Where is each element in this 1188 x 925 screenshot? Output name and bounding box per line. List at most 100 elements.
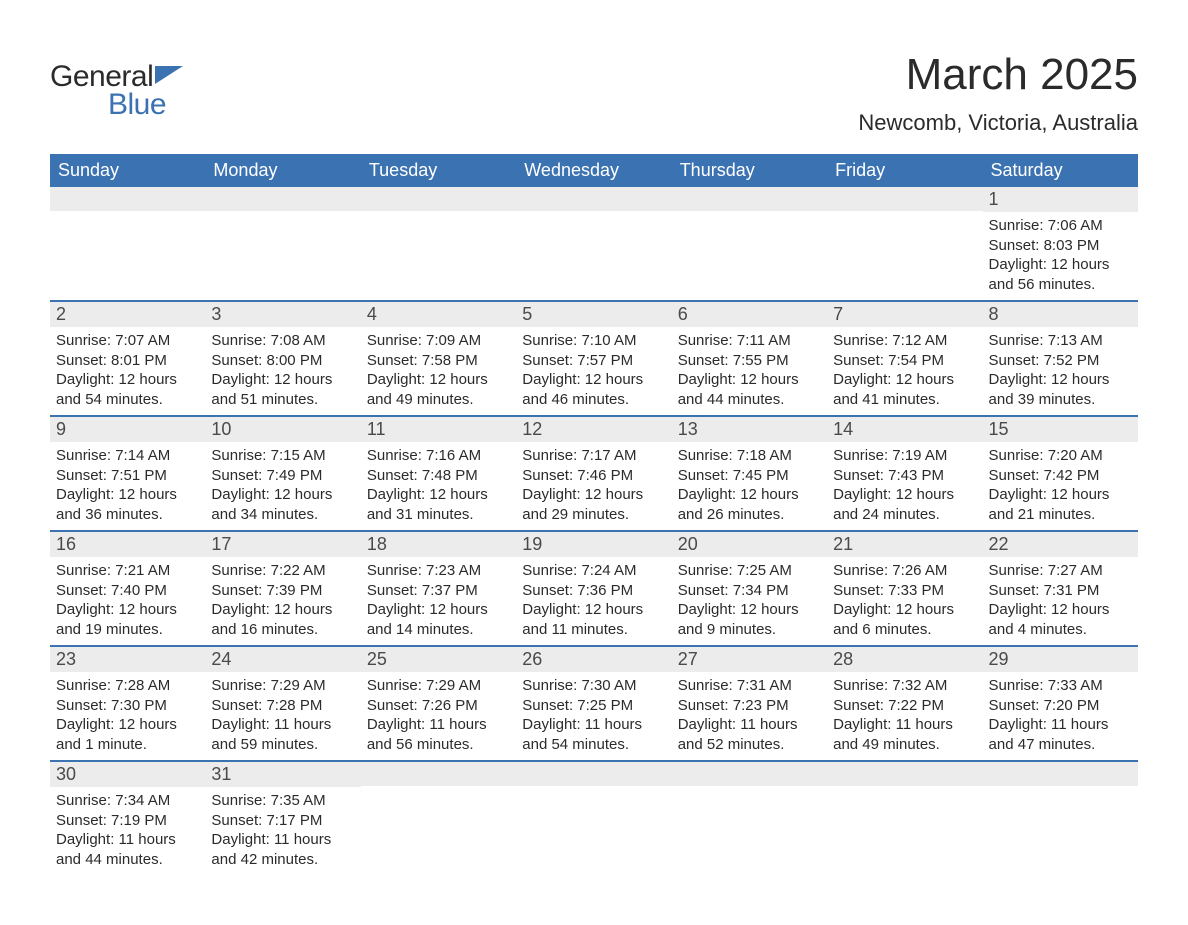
calendar-week-row: 30Sunrise: 7:34 AMSunset: 7:19 PMDayligh…: [50, 761, 1138, 875]
sunrise-line: Sunrise: 7:30 AM: [522, 676, 665, 696]
day-body: Sunrise: 7:22 AMSunset: 7:39 PMDaylight:…: [205, 557, 360, 645]
sunset-line: Sunset: 7:25 PM: [522, 696, 665, 716]
sunset-line: Sunset: 7:22 PM: [833, 696, 976, 716]
calendar-cell: 9Sunrise: 7:14 AMSunset: 7:51 PMDaylight…: [50, 416, 205, 531]
daylight-line: Daylight: 12 hours and 46 minutes.: [522, 370, 665, 409]
day-number: [827, 762, 982, 786]
sunrise-line: Sunrise: 7:27 AM: [989, 561, 1132, 581]
calendar-cell: [50, 187, 205, 301]
sunset-line: Sunset: 7:52 PM: [989, 351, 1132, 371]
day-number: 8: [983, 302, 1138, 327]
day-body: [827, 211, 982, 291]
sunset-line: Sunset: 7:55 PM: [678, 351, 821, 371]
sunrise-line: Sunrise: 7:23 AM: [367, 561, 510, 581]
day-body: Sunrise: 7:15 AMSunset: 7:49 PMDaylight:…: [205, 442, 360, 530]
calendar-cell: 28Sunrise: 7:32 AMSunset: 7:22 PMDayligh…: [827, 646, 982, 761]
daylight-line: Daylight: 12 hours and 14 minutes.: [367, 600, 510, 639]
daylight-line: Daylight: 12 hours and 31 minutes.: [367, 485, 510, 524]
calendar-cell: 2Sunrise: 7:07 AMSunset: 8:01 PMDaylight…: [50, 301, 205, 416]
day-header: Saturday: [983, 154, 1138, 187]
sunrise-line: Sunrise: 7:15 AM: [211, 446, 354, 466]
calendar-cell: [516, 187, 671, 301]
daylight-line: Daylight: 12 hours and 11 minutes.: [522, 600, 665, 639]
daylight-line: Daylight: 11 hours and 47 minutes.: [989, 715, 1132, 754]
day-number: 10: [205, 417, 360, 442]
day-body: Sunrise: 7:24 AMSunset: 7:36 PMDaylight:…: [516, 557, 671, 645]
day-number: [516, 762, 671, 786]
day-body: [827, 786, 982, 866]
day-body: Sunrise: 7:18 AMSunset: 7:45 PMDaylight:…: [672, 442, 827, 530]
daylight-line: Daylight: 12 hours and 16 minutes.: [211, 600, 354, 639]
calendar-cell: 24Sunrise: 7:29 AMSunset: 7:28 PMDayligh…: [205, 646, 360, 761]
sunset-line: Sunset: 7:45 PM: [678, 466, 821, 486]
calendar-cell: 27Sunrise: 7:31 AMSunset: 7:23 PMDayligh…: [672, 646, 827, 761]
calendar-cell: [205, 187, 360, 301]
day-body: Sunrise: 7:35 AMSunset: 7:17 PMDaylight:…: [205, 787, 360, 875]
day-number: 12: [516, 417, 671, 442]
day-number: [361, 762, 516, 786]
day-body: Sunrise: 7:13 AMSunset: 7:52 PMDaylight:…: [983, 327, 1138, 415]
daylight-line: Daylight: 12 hours and 24 minutes.: [833, 485, 976, 524]
calendar-cell: 29Sunrise: 7:33 AMSunset: 7:20 PMDayligh…: [983, 646, 1138, 761]
calendar-cell: [827, 761, 982, 875]
sunrise-line: Sunrise: 7:35 AM: [211, 791, 354, 811]
sunrise-line: Sunrise: 7:22 AM: [211, 561, 354, 581]
day-number: 11: [361, 417, 516, 442]
calendar-cell: [983, 761, 1138, 875]
day-number: 20: [672, 532, 827, 557]
sunrise-line: Sunrise: 7:18 AM: [678, 446, 821, 466]
calendar-cell: 23Sunrise: 7:28 AMSunset: 7:30 PMDayligh…: [50, 646, 205, 761]
sunset-line: Sunset: 7:37 PM: [367, 581, 510, 601]
calendar-cell: 21Sunrise: 7:26 AMSunset: 7:33 PMDayligh…: [827, 531, 982, 646]
day-header: Thursday: [672, 154, 827, 187]
sunrise-line: Sunrise: 7:11 AM: [678, 331, 821, 351]
calendar-cell: 10Sunrise: 7:15 AMSunset: 7:49 PMDayligh…: [205, 416, 360, 531]
day-body: Sunrise: 7:31 AMSunset: 7:23 PMDaylight:…: [672, 672, 827, 760]
sunrise-line: Sunrise: 7:12 AM: [833, 331, 976, 351]
day-body: [983, 786, 1138, 866]
calendar-cell: 20Sunrise: 7:25 AMSunset: 7:34 PMDayligh…: [672, 531, 827, 646]
day-number: 3: [205, 302, 360, 327]
sunrise-line: Sunrise: 7:20 AM: [989, 446, 1132, 466]
calendar-cell: [516, 761, 671, 875]
day-number: 24: [205, 647, 360, 672]
calendar-cell: 15Sunrise: 7:20 AMSunset: 7:42 PMDayligh…: [983, 416, 1138, 531]
day-header: Monday: [205, 154, 360, 187]
calendar-week-row: 9Sunrise: 7:14 AMSunset: 7:51 PMDaylight…: [50, 416, 1138, 531]
calendar-cell: 3Sunrise: 7:08 AMSunset: 8:00 PMDaylight…: [205, 301, 360, 416]
day-number: 13: [672, 417, 827, 442]
title-block: March 2025 Newcomb, Victoria, Australia: [858, 50, 1138, 136]
day-number: 16: [50, 532, 205, 557]
daylight-line: Daylight: 11 hours and 56 minutes.: [367, 715, 510, 754]
day-body: Sunrise: 7:12 AMSunset: 7:54 PMDaylight:…: [827, 327, 982, 415]
day-number: [516, 187, 671, 211]
sunset-line: Sunset: 7:43 PM: [833, 466, 976, 486]
day-body: [361, 211, 516, 291]
sunrise-line: Sunrise: 7:07 AM: [56, 331, 199, 351]
day-number: [361, 187, 516, 211]
calendar-cell: 18 Sunrise: 7:23 AMSunset: 7:37 PMDayligh…: [361, 531, 516, 646]
day-number: 25: [361, 647, 516, 672]
calendar-cell: [361, 187, 516, 301]
day-number: 29: [983, 647, 1138, 672]
day-number: 27: [672, 647, 827, 672]
day-number: 26: [516, 647, 671, 672]
daylight-line: Daylight: 12 hours and 19 minutes.: [56, 600, 199, 639]
day-number: 22: [983, 532, 1138, 557]
sunset-line: Sunset: 7:57 PM: [522, 351, 665, 371]
sunset-line: Sunset: 7:39 PM: [211, 581, 354, 601]
day-body: [516, 211, 671, 291]
calendar-cell: 8Sunrise: 7:13 AMSunset: 7:52 PMDaylight…: [983, 301, 1138, 416]
day-body: Sunrise: 7:09 AMSunset: 7:58 PMDaylight:…: [361, 327, 516, 415]
calendar-cell: 19Sunrise: 7:24 AMSunset: 7:36 PMDayligh…: [516, 531, 671, 646]
day-body: [50, 211, 205, 291]
day-number: 31: [205, 762, 360, 787]
day-body: [205, 211, 360, 291]
day-number: 18: [361, 532, 516, 557]
day-number: 7: [827, 302, 982, 327]
day-body: Sunrise: 7:10 AMSunset: 7:57 PMDaylight:…: [516, 327, 671, 415]
sunrise-line: Sunrise: 7:24 AM: [522, 561, 665, 581]
calendar-cell: 6Sunrise: 7:11 AMSunset: 7:55 PMDaylight…: [672, 301, 827, 416]
day-number: 15: [983, 417, 1138, 442]
day-body: Sunrise: 7:30 AMSunset: 7:25 PMDaylight:…: [516, 672, 671, 760]
